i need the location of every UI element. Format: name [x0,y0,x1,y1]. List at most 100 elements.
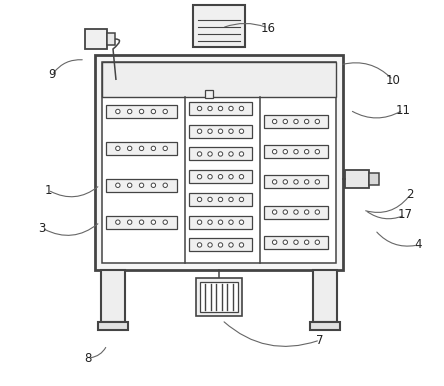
Bar [200,282,238,312]
Circle shape [305,179,309,184]
Text: 9: 9 [48,68,56,81]
Circle shape [294,149,298,154]
Bar [106,216,177,229]
Circle shape [294,179,298,184]
Bar [264,115,328,128]
Circle shape [218,174,223,179]
Circle shape [163,220,167,224]
Circle shape [273,149,277,154]
Circle shape [283,240,288,244]
Bar [106,142,177,155]
Circle shape [127,109,132,114]
Circle shape [305,149,309,154]
Circle shape [163,146,167,151]
Circle shape [127,183,132,188]
Circle shape [305,240,309,244]
Circle shape [239,220,244,224]
Circle shape [139,183,144,188]
Circle shape [273,210,277,214]
Circle shape [197,106,202,111]
Text: 4: 4 [414,239,422,252]
Circle shape [139,220,144,224]
Circle shape [229,243,233,247]
Circle shape [139,146,144,151]
Circle shape [229,106,233,111]
Bar [106,179,177,192]
Circle shape [239,106,244,111]
Circle shape [115,109,120,114]
Circle shape [151,183,155,188]
Bar [95,55,343,270]
Circle shape [197,129,202,134]
Circle shape [151,109,155,114]
Circle shape [218,243,223,247]
Bar [205,90,213,98]
Circle shape [305,119,309,124]
Circle shape [139,109,144,114]
Circle shape [163,183,167,188]
Bar [264,145,328,158]
Bar [189,193,252,206]
Circle shape [115,146,120,151]
Bar [189,239,252,251]
Circle shape [229,129,233,134]
Text: 7: 7 [316,334,324,347]
Bar [106,105,177,118]
Circle shape [283,119,288,124]
Circle shape [127,146,132,151]
Circle shape [218,129,223,134]
Bar [102,62,336,97]
Circle shape [283,179,288,184]
Circle shape [315,210,320,214]
Circle shape [208,152,212,156]
Circle shape [315,240,320,244]
Circle shape [218,197,223,201]
Bar [369,173,379,185]
Circle shape [115,183,120,188]
Circle shape [239,174,244,179]
Circle shape [229,152,233,156]
Circle shape [229,174,233,179]
Circle shape [218,152,223,156]
Bar [189,147,252,161]
Circle shape [273,179,277,184]
Circle shape [273,119,277,124]
Circle shape [315,119,320,124]
Bar [313,270,337,322]
Bar [101,270,125,322]
Circle shape [208,129,212,134]
Circle shape [208,106,212,111]
Circle shape [197,197,202,201]
Circle shape [197,174,202,179]
Bar [189,102,252,115]
Text: 8: 8 [84,352,92,364]
Circle shape [197,243,202,247]
Bar [196,278,242,316]
Circle shape [239,243,244,247]
Circle shape [283,149,288,154]
Circle shape [294,240,298,244]
Bar [264,175,328,188]
Circle shape [218,220,223,224]
Circle shape [151,146,155,151]
Circle shape [294,210,298,214]
Text: 17: 17 [397,208,412,222]
Circle shape [229,220,233,224]
Bar [189,170,252,183]
Bar [189,216,252,229]
Bar [98,322,128,330]
Text: 10: 10 [385,73,400,86]
Circle shape [283,210,288,214]
Circle shape [208,243,212,247]
Circle shape [208,220,212,224]
Text: 1: 1 [44,183,52,196]
Bar [310,322,340,330]
Bar [345,170,369,188]
Text: 2: 2 [406,188,414,201]
Circle shape [239,152,244,156]
Circle shape [239,129,244,134]
Circle shape [315,179,320,184]
Circle shape [208,197,212,201]
Bar [264,236,328,249]
Circle shape [197,152,202,156]
